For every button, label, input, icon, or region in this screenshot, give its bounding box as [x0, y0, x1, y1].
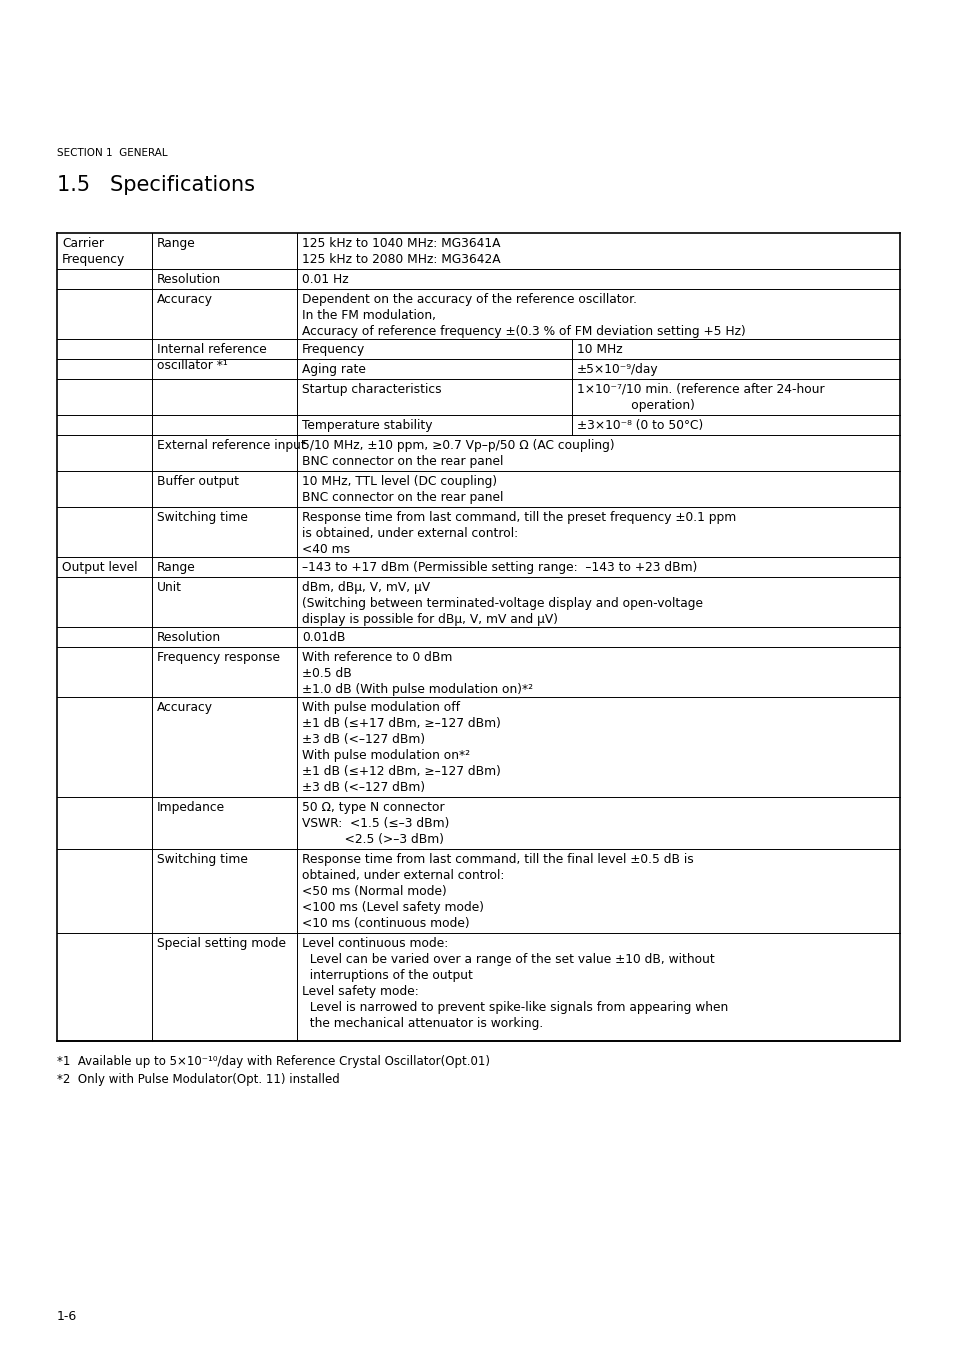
- Text: Internal reference
oscillator *¹: Internal reference oscillator *¹: [157, 343, 267, 372]
- Text: 1-6: 1-6: [57, 1310, 77, 1323]
- Text: Frequency: Frequency: [302, 343, 365, 357]
- Text: Level continuous mode:
  Level can be varied over a range of the set value ±10 d: Level continuous mode: Level can be vari…: [302, 938, 727, 1029]
- Text: SECTION 1  GENERAL: SECTION 1 GENERAL: [57, 149, 168, 158]
- Text: 50 Ω, type N connector
VSWR:  <1.5 (≤–3 dBm)
           <2.5 (>–3 dBm): 50 Ω, type N connector VSWR: <1.5 (≤–3 d…: [302, 801, 449, 846]
- Text: ±5×10⁻⁹/day: ±5×10⁻⁹/day: [577, 363, 658, 376]
- Text: *1  Available up to 5×10⁻¹⁰/day with Reference Crystal Oscillator(Opt.01): *1 Available up to 5×10⁻¹⁰/day with Refe…: [57, 1055, 490, 1069]
- Text: 0.01dB: 0.01dB: [302, 631, 345, 644]
- Text: 5/10 MHz, ±10 ppm, ≥0.7 Vp–p/50 Ω (AC coupling)
BNC connector on the rear panel: 5/10 MHz, ±10 ppm, ≥0.7 Vp–p/50 Ω (AC co…: [302, 439, 614, 467]
- Text: Accuracy: Accuracy: [157, 701, 213, 713]
- Text: Response time from last command, till the preset frequency ±0.1 ppm
is obtained,: Response time from last command, till th…: [302, 511, 736, 557]
- Text: Special setting mode: Special setting mode: [157, 938, 286, 950]
- Text: Impedance: Impedance: [157, 801, 225, 815]
- Text: Temperature stability: Temperature stability: [302, 419, 432, 432]
- Text: –143 to +17 dBm (Permissible setting range:  –143 to +23 dBm): –143 to +17 dBm (Permissible setting ran…: [302, 561, 697, 574]
- Text: External reference input: External reference input: [157, 439, 305, 453]
- Text: Resolution: Resolution: [157, 631, 221, 644]
- Text: 0.01 Hz: 0.01 Hz: [302, 273, 348, 286]
- Text: Aging rate: Aging rate: [302, 363, 366, 376]
- Text: Resolution: Resolution: [157, 273, 221, 286]
- Text: dBm, dBμ, V, mV, μV
(Switching between terminated-voltage display and open-volta: dBm, dBμ, V, mV, μV (Switching between t…: [302, 581, 702, 626]
- Text: Range: Range: [157, 236, 195, 250]
- Text: Buffer output: Buffer output: [157, 476, 239, 488]
- Text: Carrier
Frequency: Carrier Frequency: [62, 236, 125, 266]
- Text: 1.5   Specifications: 1.5 Specifications: [57, 176, 254, 195]
- Text: Response time from last command, till the final level ±0.5 dB is
obtained, under: Response time from last command, till th…: [302, 852, 693, 929]
- Text: 10 MHz: 10 MHz: [577, 343, 622, 357]
- Text: Startup characteristics: Startup characteristics: [302, 382, 441, 396]
- Text: Switching time: Switching time: [157, 511, 248, 524]
- Text: 10 MHz, TTL level (DC coupling)
BNC connector on the rear panel: 10 MHz, TTL level (DC coupling) BNC conn…: [302, 476, 503, 504]
- Text: Frequency response: Frequency response: [157, 651, 280, 663]
- Text: Dependent on the accuracy of the reference oscillator.
In the FM modulation,
Acc: Dependent on the accuracy of the referen…: [302, 293, 745, 338]
- Text: Switching time: Switching time: [157, 852, 248, 866]
- Text: Accuracy: Accuracy: [157, 293, 213, 305]
- Text: ±3×10⁻⁸ (0 to 50°C): ±3×10⁻⁸ (0 to 50°C): [577, 419, 702, 432]
- Text: 125 kHz to 1040 MHz: MG3641A
125 kHz to 2080 MHz: MG3642A: 125 kHz to 1040 MHz: MG3641A 125 kHz to …: [302, 236, 500, 266]
- Text: Output level: Output level: [62, 561, 137, 574]
- Text: Range: Range: [157, 561, 195, 574]
- Text: 1×10⁻⁷/10 min. (reference after 24-hour
              operation): 1×10⁻⁷/10 min. (reference after 24-hour …: [577, 382, 823, 412]
- Text: *2  Only with Pulse Modulator(Opt. 11) installed: *2 Only with Pulse Modulator(Opt. 11) in…: [57, 1073, 339, 1086]
- Text: With pulse modulation off
±1 dB (≤+17 dBm, ≥–127 dBm)
±3 dB (<–127 dBm)
With pul: With pulse modulation off ±1 dB (≤+17 dB…: [302, 701, 500, 794]
- Text: With reference to 0 dBm
±0.5 dB
±1.0 dB (With pulse modulation on)*²: With reference to 0 dBm ±0.5 dB ±1.0 dB …: [302, 651, 533, 696]
- Text: Unit: Unit: [157, 581, 182, 594]
